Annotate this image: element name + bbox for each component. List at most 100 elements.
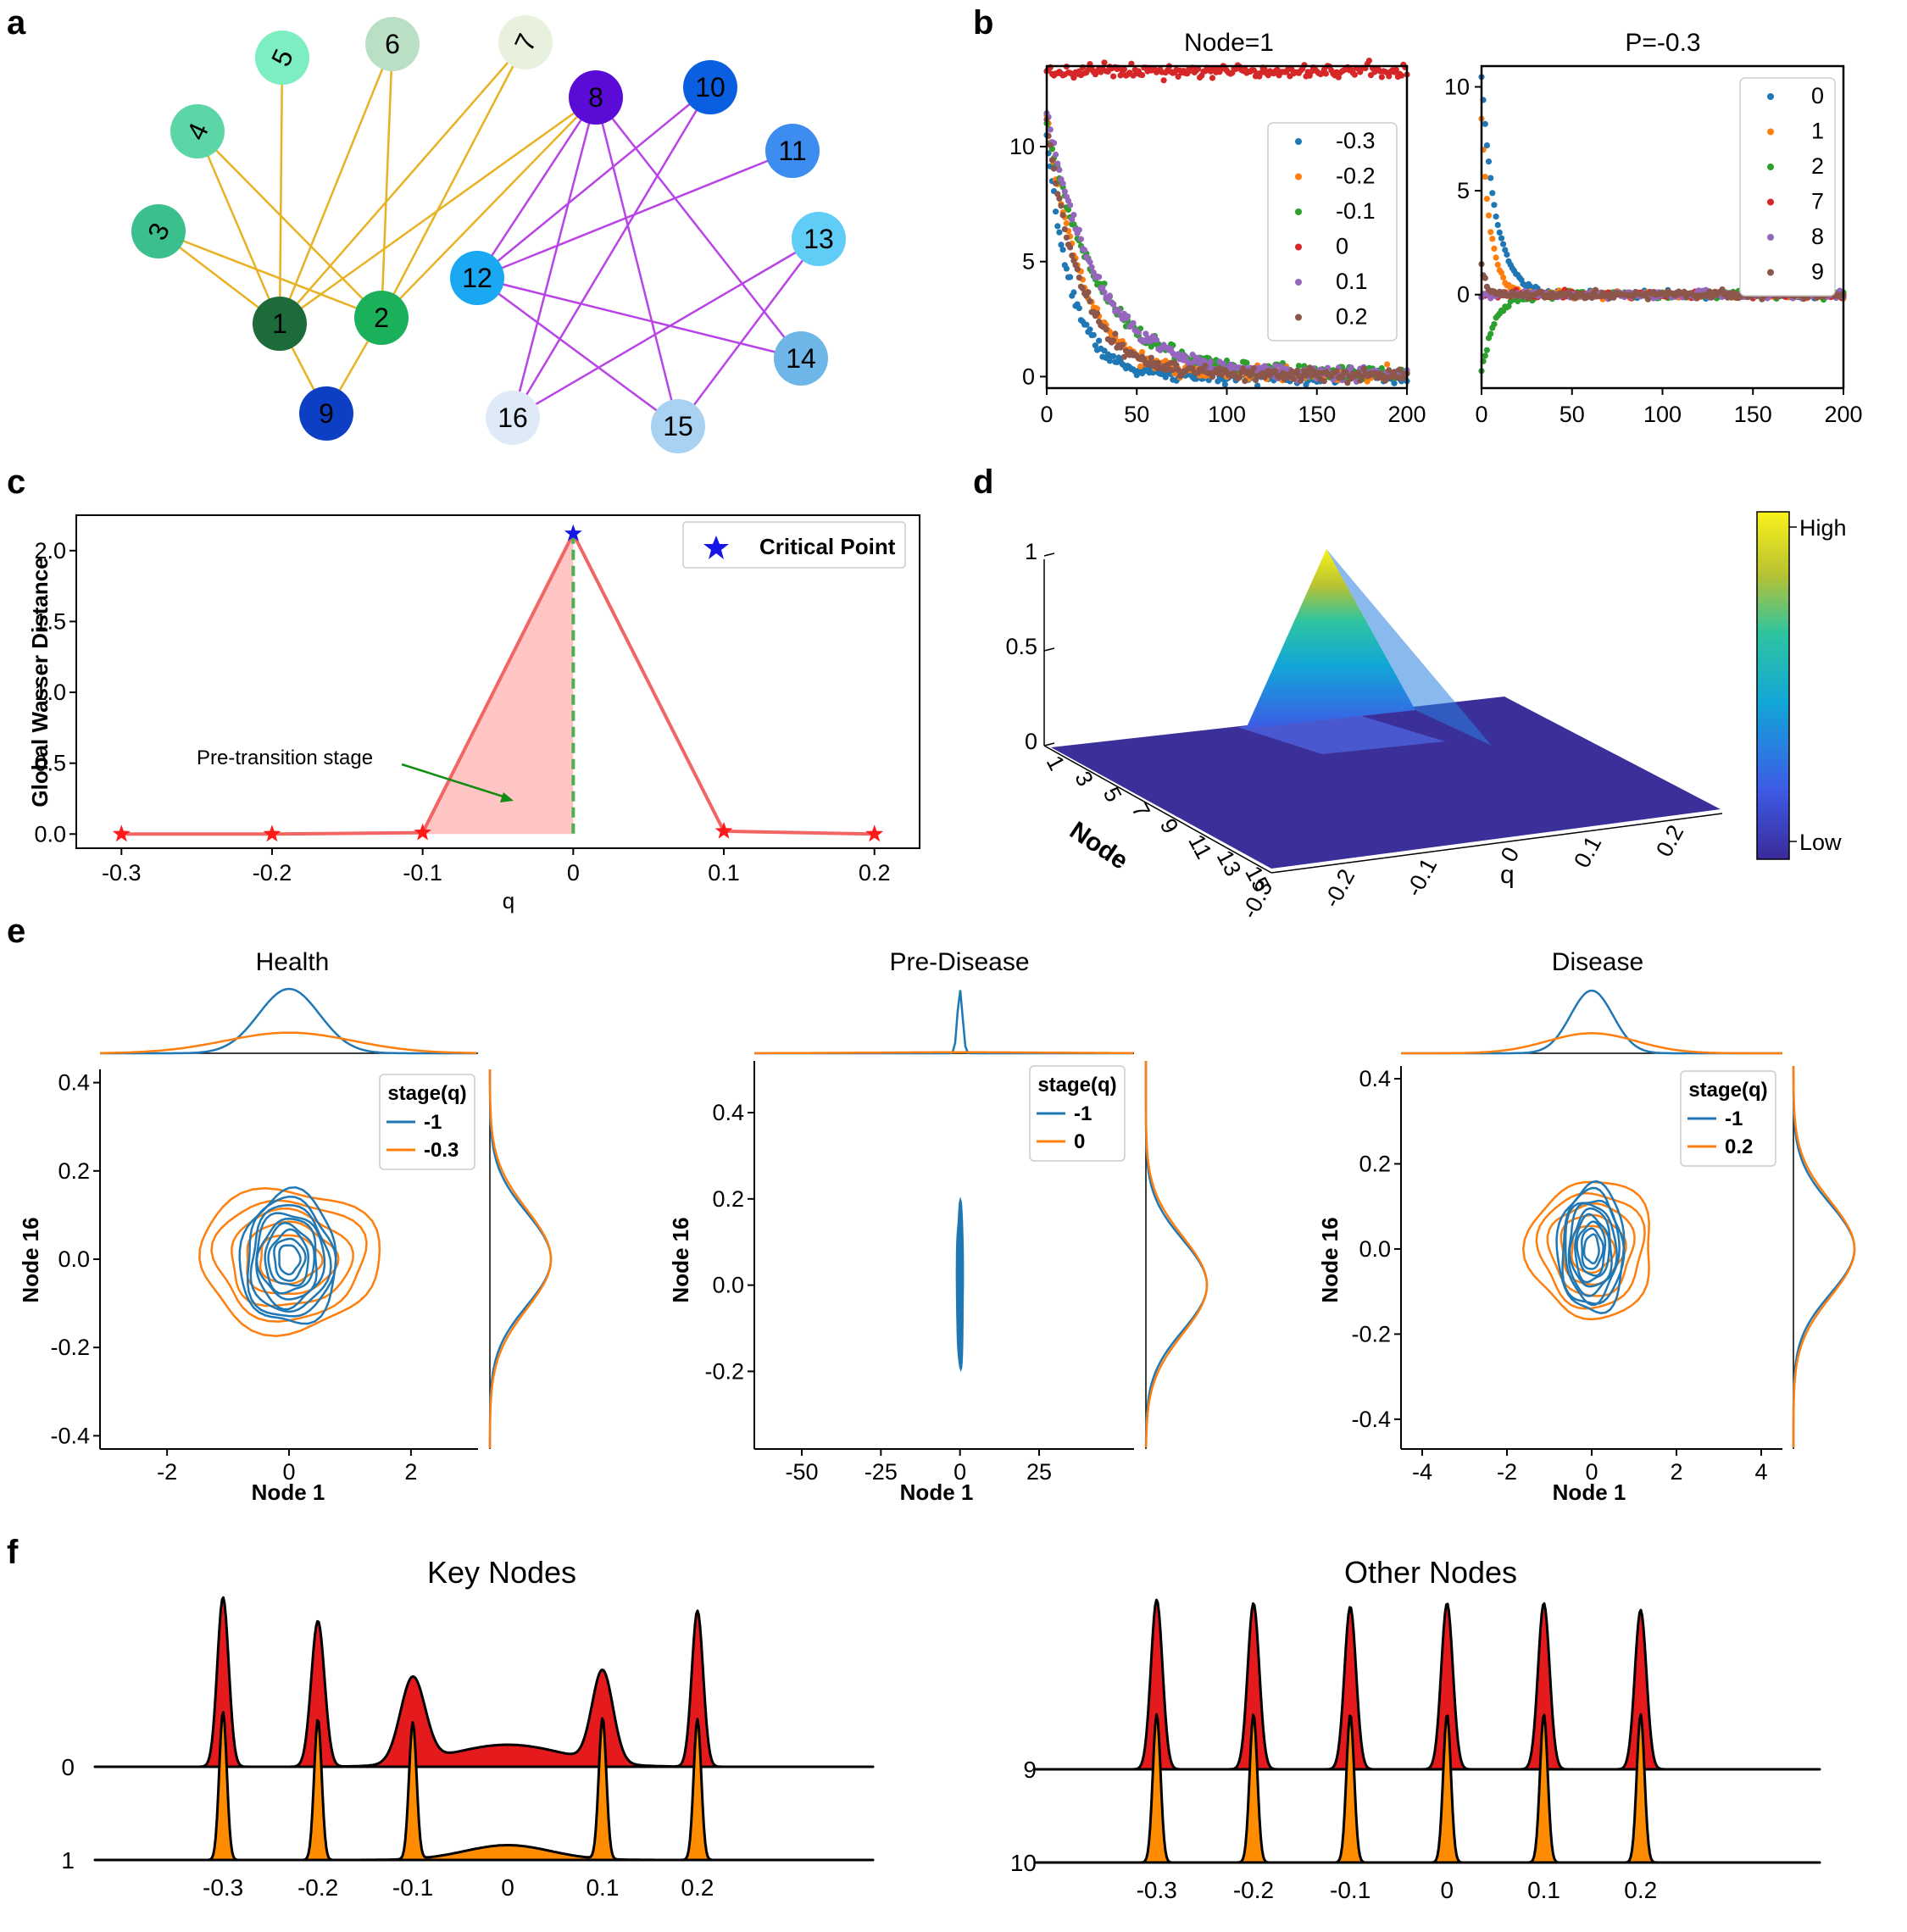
scatter-point (1391, 380, 1398, 386)
scatter-point (1487, 229, 1494, 236)
x-tick-label: -0.2 (253, 860, 292, 886)
star-point (865, 824, 884, 842)
scatter-point (1059, 247, 1066, 253)
contour-line (255, 1212, 326, 1311)
y-tick-label: -0.2 (50, 1335, 90, 1360)
network-node (255, 31, 309, 85)
scatter-point (1489, 236, 1496, 242)
panel-label-e: e (7, 913, 25, 950)
scatter-point (1096, 337, 1103, 344)
contour-chart-disease: Disease -4 -2 0 2 40.40.20.0-0.2-0.4 Node 1 … (1317, 948, 1856, 1505)
y-tick-label: 0.0 (712, 1273, 744, 1298)
x-tick-label: -25 (865, 1459, 898, 1485)
x-tick-label: -0.3 (102, 860, 142, 886)
scatter-point (1333, 368, 1340, 375)
surface-base (1051, 697, 1721, 869)
legend: Critical Point (682, 521, 906, 569)
contour-line (955, 1196, 965, 1373)
scatter-point (1090, 269, 1097, 276)
contour-chart-pre-disease: Pre-Disease -50 -25 0 25 0.4 0.2 0.0 -0.2 Node … (668, 948, 1209, 1505)
scatter-point (1393, 66, 1399, 73)
scatter-point (1130, 319, 1137, 326)
scatter-point (1338, 375, 1346, 381)
contour-line (1555, 1180, 1626, 1314)
y-tick-label: 0.0 (1359, 1236, 1391, 1262)
scatter-point (1322, 70, 1329, 77)
scatter-point (1592, 286, 1599, 293)
x-tick-label: -2 (1497, 1459, 1517, 1485)
network-edge (475, 97, 598, 279)
x-tick-label: 0.2 (1624, 1877, 1657, 1903)
scatter-point (1101, 289, 1108, 296)
annotation: Pre-transition stage (197, 747, 373, 769)
scatter-point (1125, 313, 1131, 319)
scatter-point (1498, 269, 1505, 276)
y-axis-label: Node 16 (1317, 1217, 1343, 1302)
x-tick-label: 150 (1734, 402, 1772, 427)
network-node (774, 331, 828, 386)
legend: stage(q) -1 0.2 (1680, 1070, 1776, 1167)
scatter-point (1053, 180, 1059, 186)
z-tick-label: 0 (1025, 729, 1037, 754)
y-tick-label: 0.4 (1359, 1066, 1391, 1091)
node-label: 14 (786, 343, 816, 374)
network-node (354, 291, 409, 345)
scatter-point (1343, 369, 1349, 375)
x-tick-label: 0 (1475, 402, 1487, 427)
scatter-point (1482, 353, 1488, 359)
scatter-point (1112, 330, 1119, 337)
network-edge (196, 130, 281, 325)
ridge-density (1034, 1713, 1821, 1864)
y-tick-label: -0.2 (1351, 1321, 1391, 1346)
scatter-point (1087, 326, 1093, 333)
contour-line (1574, 1213, 1611, 1284)
contour-marks (1401, 989, 1856, 1449)
scatter-point (1059, 180, 1066, 187)
scatter-point (1378, 364, 1385, 372)
network-node (651, 399, 705, 453)
network-node (486, 391, 540, 445)
x-tick-label: 0.1 (1527, 1877, 1560, 1903)
star-point (714, 821, 733, 839)
contour-line (1564, 1199, 1621, 1307)
q-tick-label: 0.2 (1651, 821, 1688, 861)
x-tick-label: -0.3 (1137, 1877, 1177, 1903)
scatter-point (1081, 247, 1088, 253)
x-tick-label: 0.2 (859, 860, 891, 886)
legend-marker (1295, 138, 1302, 145)
chart-title: P=-0.3 (1625, 29, 1700, 57)
star-marker-icon (703, 536, 729, 559)
scatter-point (1240, 365, 1247, 372)
x-tick-label: 50 (1560, 402, 1585, 427)
scatter-point (1115, 307, 1122, 314)
scatter-point (1482, 174, 1488, 180)
scatter-point (1505, 303, 1512, 309)
scatter-point (1048, 157, 1055, 164)
scatter-point (1103, 326, 1109, 333)
x-tick-label: 100 (1208, 402, 1246, 427)
contour-line (1546, 1202, 1636, 1297)
legend-label: 8 (1811, 224, 1824, 249)
line-marks (112, 524, 884, 842)
y-tick-label: -0.4 (50, 1423, 90, 1448)
x-tick-label: 200 (1824, 402, 1862, 427)
chart-title: Node=1 (1184, 29, 1274, 57)
scatter-point (1242, 378, 1248, 385)
scatter-point (1483, 142, 1490, 149)
network-edge (278, 43, 394, 325)
x-tick-label: -0.2 (1233, 1877, 1274, 1903)
node-label: 11 (778, 136, 806, 166)
scatter-point (1058, 203, 1065, 209)
legend-marker (1295, 208, 1302, 215)
network-edge (380, 42, 527, 319)
network-edge (476, 149, 793, 280)
x-axis-label: Node 1 (900, 1480, 974, 1505)
axis-ticks: -4 -2 0 2 4 0.4 0.2 0.0 -0.2 -0.4 (1351, 1066, 1782, 1485)
scatter-point (1093, 310, 1101, 317)
scatter-point (1155, 359, 1162, 366)
y-tick-label: 0 (1457, 282, 1470, 308)
network-edge (476, 86, 711, 279)
legend-title: stage(q) (1688, 1079, 1767, 1102)
contour-chart-health: Health -2 0 2 0.4 0.2 0.0 -0.2 -0.4 Node 1 Node… (18, 948, 553, 1505)
scatter-point (1088, 264, 1095, 270)
